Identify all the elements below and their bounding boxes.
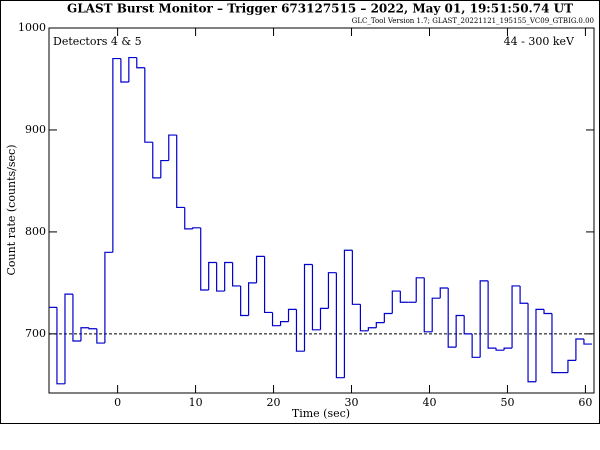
histogram-step — [240, 285, 249, 317]
subtitle: GLC_Tool Version 1.7; GLAST_20221121_195… — [352, 17, 594, 25]
histogram-step — [144, 67, 153, 143]
histogram-step — [343, 249, 353, 378]
histogram-step — [495, 348, 505, 351]
plot-area — [49, 56, 594, 385]
histogram-step — [375, 322, 385, 328]
histogram-step — [439, 287, 449, 299]
histogram-step — [367, 327, 377, 331]
y-tick-label: 800 — [25, 225, 46, 238]
histogram-step — [543, 309, 552, 315]
histogram-step — [64, 293, 73, 384]
histogram-step — [335, 272, 345, 379]
histogram-step — [216, 262, 225, 292]
y-tick-label: 900 — [25, 123, 46, 136]
histogram-step — [311, 264, 321, 331]
histogram-step — [176, 135, 185, 209]
histogram-step — [575, 338, 584, 361]
histogram-step — [527, 303, 536, 383]
histogram-step — [160, 159, 169, 178]
histogram-step — [247, 282, 257, 316]
histogram-step — [503, 347, 513, 351]
histogram-step — [184, 207, 193, 230]
histogram-step — [463, 315, 473, 335]
histogram-step — [471, 333, 481, 358]
histogram-step — [72, 294, 81, 342]
plot-border — [48, 27, 595, 394]
histogram-step — [519, 285, 529, 304]
x-tick-label: 20 — [267, 396, 281, 409]
histogram-step — [232, 262, 241, 287]
histogram-step — [391, 290, 401, 314]
chart-title: GLAST Burst Monitor – Trigger 673127515 … — [67, 2, 573, 16]
histogram-step — [56, 307, 65, 385]
histogram-step — [208, 261, 217, 291]
histogram-step — [192, 227, 201, 229]
histogram-step — [279, 321, 289, 326]
histogram-step — [551, 313, 561, 374]
annotation: Detectors 4 & 5 — [53, 35, 142, 48]
x-tick-label: 60 — [578, 396, 592, 409]
histogram-step — [224, 261, 233, 292]
x-tick-label: 50 — [500, 396, 514, 409]
histogram-step — [535, 308, 545, 382]
histogram-step — [583, 338, 592, 345]
histogram-step — [511, 285, 521, 349]
x-tick-label: 30 — [345, 396, 359, 409]
histogram-step — [319, 307, 329, 330]
histogram-step — [447, 287, 457, 348]
histogram-step — [104, 251, 113, 344]
histogram-step — [200, 227, 209, 291]
y-tick-label: 1000 — [18, 21, 46, 34]
x-tick-label: 0 — [114, 396, 121, 409]
histogram-step — [136, 57, 145, 69]
histogram-step — [487, 280, 497, 349]
histogram-step — [383, 312, 393, 323]
histogram-step — [567, 359, 576, 373]
histogram-step — [303, 263, 313, 352]
histogram-step — [431, 297, 441, 332]
histogram-step — [359, 304, 369, 332]
y-tick-label: 700 — [25, 327, 46, 340]
histogram-step — [399, 291, 409, 303]
histogram-step — [351, 250, 361, 305]
histogram-step — [263, 256, 273, 314]
x-tick-label: 40 — [422, 396, 436, 409]
histogram-step — [96, 328, 105, 344]
histogram-step — [423, 277, 433, 333]
histogram-step — [415, 277, 425, 303]
frame — [0, 0, 600, 424]
histogram-step — [168, 134, 177, 161]
x-tick-label: 10 — [189, 396, 203, 409]
annotation: 44 - 300 keV — [504, 35, 575, 48]
histogram-step — [255, 255, 265, 283]
histogram-step — [88, 327, 97, 330]
histogram-step — [455, 314, 465, 348]
y-axis-label: Count rate (counts/sec) — [5, 145, 18, 276]
histogram-step — [479, 280, 489, 358]
x-axis-label: Time (sec) — [292, 407, 350, 420]
histogram-step — [152, 142, 161, 179]
histogram-step — [112, 57, 121, 253]
histogram-step — [327, 272, 337, 309]
histogram-step — [128, 56, 137, 83]
histogram-step — [80, 327, 89, 342]
histogram-step — [120, 58, 129, 83]
histogram-step — [295, 309, 305, 352]
histogram-step — [287, 308, 297, 322]
histogram-step — [271, 312, 281, 327]
